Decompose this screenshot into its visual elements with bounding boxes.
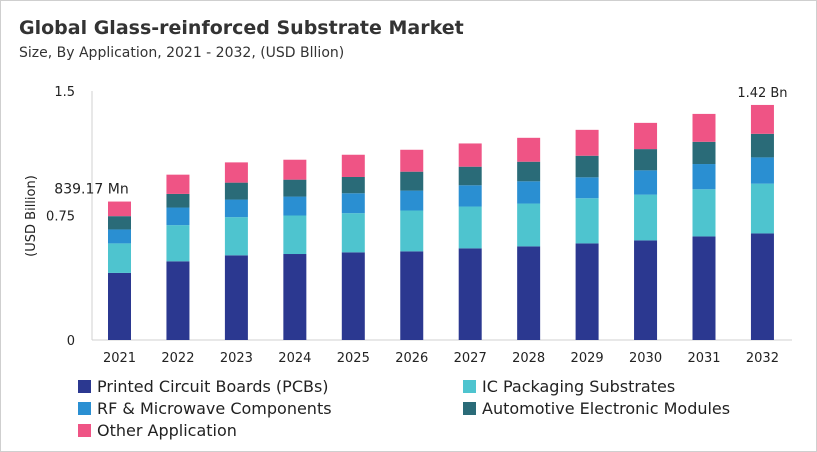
y-tick-label: 0 bbox=[67, 334, 75, 349]
bar-segment-rf-microwave-components-2029 bbox=[575, 177, 599, 199]
bar-segment-rf-microwave-components-2022 bbox=[166, 207, 190, 226]
legend-label: RF & Microwave Components bbox=[97, 399, 332, 418]
legend-swatch bbox=[78, 402, 91, 415]
bar-segment-rf-microwave-components-2032 bbox=[750, 157, 774, 184]
bar-segment-other-application-2028 bbox=[517, 137, 541, 162]
bar-segment-other-application-2030 bbox=[634, 122, 658, 150]
bar-segment-ic-packaging-substrates-2031 bbox=[692, 189, 716, 237]
legend-label: Other Application bbox=[97, 421, 237, 440]
bar-segment-printed-circuit-boards-pcbs--2027 bbox=[458, 248, 482, 340]
bar-segment-ic-packaging-substrates-2023 bbox=[224, 217, 248, 256]
legend-label: Automotive Electronic Modules bbox=[482, 399, 731, 418]
bar-segment-other-application-2027 bbox=[458, 143, 482, 167]
bar-segment-automotive-electronic-modules-2022 bbox=[166, 193, 190, 208]
bar-segment-rf-microwave-components-2026 bbox=[400, 190, 424, 211]
legend-label: IC Packaging Substrates bbox=[482, 377, 676, 396]
data-label: 839.17 Mn bbox=[54, 182, 128, 198]
legend-item: Other Application bbox=[78, 421, 237, 440]
legend-swatch bbox=[463, 402, 476, 415]
bar-segment-other-application-2023 bbox=[224, 162, 248, 183]
x-tick-label: 2022 bbox=[161, 351, 194, 366]
chart-title: Global Glass-reinforced Substrate Market bbox=[19, 17, 464, 39]
bar-segment-ic-packaging-substrates-2029 bbox=[575, 198, 599, 244]
bar-segment-printed-circuit-boards-pcbs--2025 bbox=[341, 252, 365, 340]
legend-item: Automotive Electronic Modules bbox=[463, 399, 730, 418]
bar-segment-printed-circuit-boards-pcbs--2028 bbox=[517, 246, 541, 340]
legend-item: IC Packaging Substrates bbox=[463, 377, 675, 396]
bar-segment-automotive-electronic-modules-2026 bbox=[400, 171, 424, 191]
bar-segment-rf-microwave-components-2027 bbox=[458, 185, 482, 207]
legend-swatch bbox=[78, 380, 91, 393]
legend-label: Printed Circuit Boards (PCBs) bbox=[97, 377, 329, 396]
bar-segment-automotive-electronic-modules-2027 bbox=[458, 166, 482, 186]
bar-segment-ic-packaging-substrates-2025 bbox=[341, 213, 365, 253]
bar-segment-printed-circuit-boards-pcbs--2029 bbox=[575, 243, 599, 340]
bar-segment-printed-circuit-boards-pcbs--2023 bbox=[224, 255, 248, 340]
bar-segment-rf-microwave-components-2031 bbox=[692, 164, 716, 190]
x-tick-label: 2028 bbox=[512, 351, 545, 366]
bar-segment-other-application-2024 bbox=[283, 159, 307, 180]
data-label: 1.42 Bn bbox=[737, 86, 787, 101]
bar-segment-rf-microwave-components-2023 bbox=[224, 199, 248, 218]
bar-segment-printed-circuit-boards-pcbs--2022 bbox=[166, 261, 190, 340]
bar-segment-automotive-electronic-modules-2029 bbox=[575, 155, 599, 178]
bar-segment-printed-circuit-boards-pcbs--2024 bbox=[283, 254, 307, 340]
bar-segment-printed-circuit-boards-pcbs--2026 bbox=[400, 251, 424, 340]
bar-segment-rf-microwave-components-2024 bbox=[283, 196, 307, 216]
bar-segment-automotive-electronic-modules-2028 bbox=[517, 161, 541, 182]
bar-segment-automotive-electronic-modules-2030 bbox=[634, 149, 658, 171]
x-tick-label: 2027 bbox=[454, 351, 487, 366]
bar-segment-printed-circuit-boards-pcbs--2032 bbox=[750, 233, 774, 340]
x-tick-label: 2024 bbox=[278, 351, 311, 366]
y-tick-label: 1.5 bbox=[54, 85, 75, 100]
bar-segment-ic-packaging-substrates-2026 bbox=[400, 210, 424, 252]
bar-segment-printed-circuit-boards-pcbs--2021 bbox=[108, 272, 131, 340]
bar-segment-ic-packaging-substrates-2024 bbox=[283, 215, 307, 255]
legend-swatch bbox=[463, 380, 476, 393]
bar-segment-automotive-electronic-modules-2024 bbox=[283, 179, 307, 197]
y-axis-label: (USD Billion) bbox=[24, 175, 39, 257]
bar-segment-automotive-electronic-modules-2031 bbox=[692, 141, 716, 165]
x-tick-label: 2032 bbox=[746, 351, 779, 366]
legend-swatch bbox=[78, 424, 91, 437]
chart-subtitle: Size, By Application, 2021 - 2032, (USD … bbox=[19, 45, 345, 61]
x-tick-label: 2023 bbox=[220, 351, 253, 366]
legend-item: RF & Microwave Components bbox=[78, 399, 332, 418]
bar-segment-ic-packaging-substrates-2027 bbox=[458, 206, 482, 249]
bar-segment-other-application-2022 bbox=[166, 174, 190, 194]
bar-segment-rf-microwave-components-2030 bbox=[634, 170, 658, 195]
y-tick-label: 0.75 bbox=[46, 210, 75, 225]
bar-segment-other-application-2021 bbox=[108, 201, 131, 217]
bar-segment-ic-packaging-substrates-2022 bbox=[166, 225, 190, 262]
x-tick-label: 2026 bbox=[395, 351, 428, 366]
bar-segment-ic-packaging-substrates-2030 bbox=[634, 194, 658, 241]
bar-segment-automotive-electronic-modules-2025 bbox=[341, 176, 365, 194]
x-tick-label: 2029 bbox=[571, 351, 604, 366]
bar-segment-rf-microwave-components-2025 bbox=[341, 193, 365, 214]
bar-segment-printed-circuit-boards-pcbs--2030 bbox=[634, 240, 658, 340]
bar-segment-ic-packaging-substrates-2028 bbox=[517, 203, 541, 247]
bar-segment-ic-packaging-substrates-2032 bbox=[750, 183, 774, 234]
legend-item: Printed Circuit Boards (PCBs) bbox=[78, 377, 329, 396]
x-tick-label: 2021 bbox=[103, 351, 136, 366]
bar-segment-automotive-electronic-modules-2021 bbox=[108, 216, 131, 230]
bar-segment-other-application-2029 bbox=[575, 129, 599, 156]
bar-segment-other-application-2026 bbox=[400, 149, 424, 172]
bar-segment-ic-packaging-substrates-2021 bbox=[108, 243, 131, 273]
bar-segment-other-application-2031 bbox=[692, 113, 716, 142]
bar-segment-other-application-2025 bbox=[341, 154, 365, 177]
x-tick-label: 2030 bbox=[629, 351, 662, 366]
x-tick-label: 2031 bbox=[687, 351, 720, 366]
bar-segment-rf-microwave-components-2021 bbox=[108, 229, 131, 244]
bar-segment-automotive-electronic-modules-2032 bbox=[750, 133, 774, 158]
x-tick-label: 2025 bbox=[337, 351, 370, 366]
bar-segment-automotive-electronic-modules-2023 bbox=[224, 182, 248, 200]
bar-segment-other-application-2032 bbox=[750, 104, 774, 134]
bar-segment-rf-microwave-components-2028 bbox=[517, 181, 541, 204]
bar-segment-printed-circuit-boards-pcbs--2031 bbox=[692, 236, 716, 340]
